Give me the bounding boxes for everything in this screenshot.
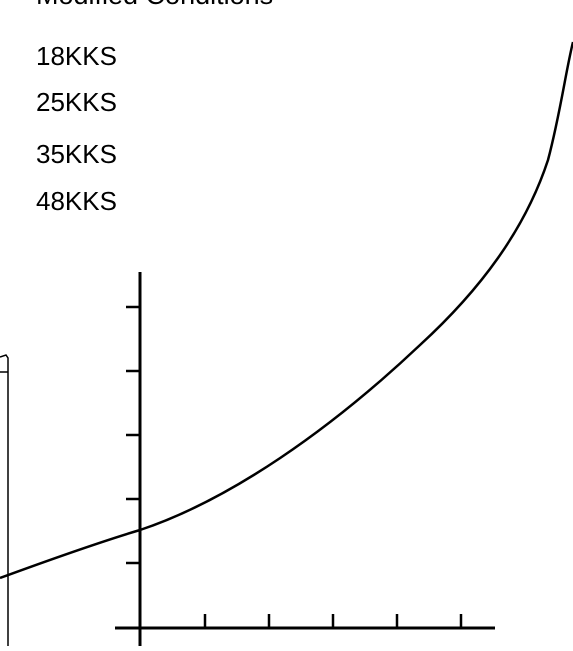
axes [115, 272, 495, 646]
curve-label: 48KKS [36, 186, 117, 216]
curve-label: 18KKS [36, 41, 117, 71]
curve [0, 41, 573, 580]
curve-label: 25KKS [36, 87, 117, 117]
curve-label: 35KKS [36, 139, 117, 169]
x-ticks [203, 614, 463, 628]
side-panel [0, 354, 9, 646]
title: Modified Conditions [36, 0, 273, 10]
y-ticks [126, 305, 140, 565]
